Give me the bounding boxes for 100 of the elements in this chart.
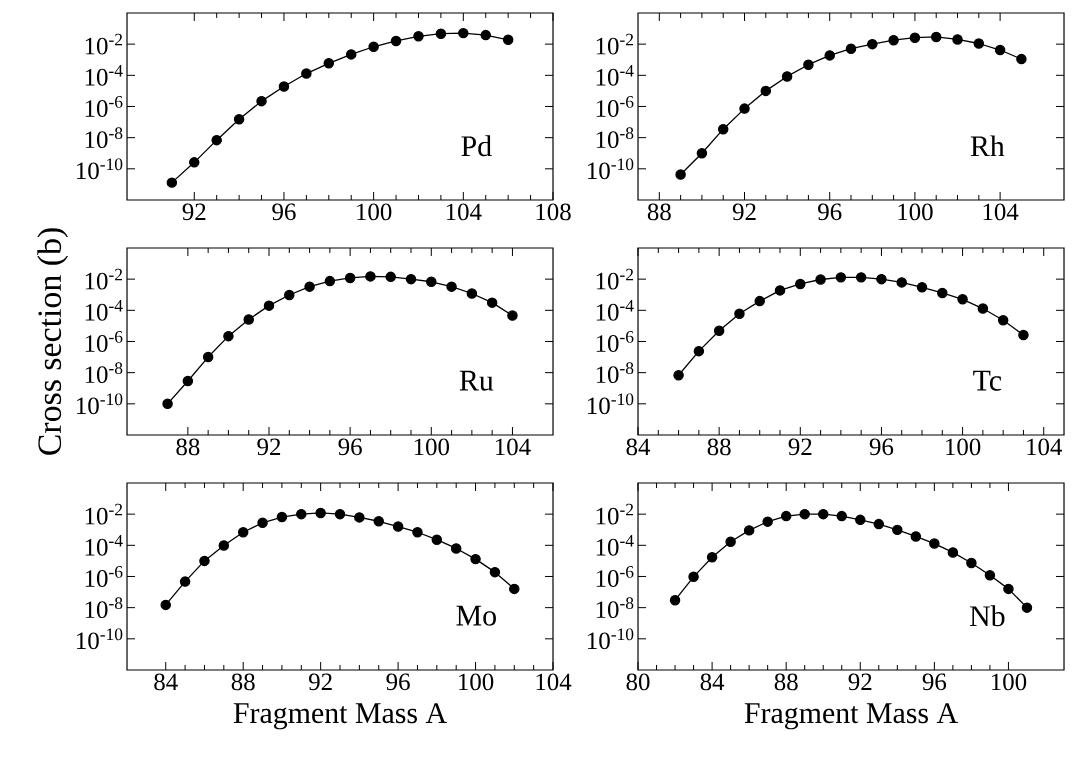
point xyxy=(390,35,402,47)
point xyxy=(817,508,829,520)
point xyxy=(888,34,899,46)
x-tick-label: 104 xyxy=(495,438,531,456)
x-tick-label: 104 xyxy=(1027,438,1063,456)
point xyxy=(1021,602,1033,613)
point xyxy=(284,289,295,301)
point xyxy=(876,273,887,285)
point xyxy=(466,288,478,299)
point xyxy=(470,553,481,565)
point xyxy=(450,543,462,554)
point xyxy=(717,123,729,135)
point xyxy=(1003,583,1014,595)
point xyxy=(966,557,977,569)
y-tick-label: 10$^{-4}$ xyxy=(85,64,123,86)
x-tick-label: 88 xyxy=(774,673,798,691)
point xyxy=(233,114,245,125)
point xyxy=(486,297,498,308)
point xyxy=(855,272,867,283)
y-tick-label: 10$^{-10}$ xyxy=(588,158,634,180)
y-tick-label: 10$^{-8}$ xyxy=(85,362,123,384)
point xyxy=(166,177,178,188)
y-tick-label: 10$^{-10}$ xyxy=(77,393,123,415)
x-axis-title: Fragment Mass A xyxy=(233,703,447,730)
x-tick-label: 88 xyxy=(176,438,200,456)
x-tick-label: 92 xyxy=(182,203,206,221)
x-tick-label: 96 xyxy=(869,438,894,456)
x-axis-title: Fragment Mass A xyxy=(744,703,958,730)
point xyxy=(754,295,765,307)
point xyxy=(202,351,214,363)
point xyxy=(952,34,963,45)
x-tick-label: 92 xyxy=(732,203,756,221)
y-tick-label: 10$^{-2}$ xyxy=(596,268,634,290)
point xyxy=(334,508,346,520)
point xyxy=(930,31,942,43)
x-tick-label: 104 xyxy=(983,203,1019,221)
point xyxy=(774,285,786,296)
y-tick-label: 10$^{-2}$ xyxy=(85,33,123,55)
x-tick-label: 84 xyxy=(700,673,725,691)
point xyxy=(392,521,404,532)
point xyxy=(910,531,922,542)
x-tick-label: 96 xyxy=(922,673,947,691)
point xyxy=(257,517,268,529)
point xyxy=(324,275,336,287)
point xyxy=(189,157,200,168)
point xyxy=(977,303,989,314)
y-tick-label: 10$^{-8}$ xyxy=(85,127,123,149)
point xyxy=(997,315,1009,326)
point xyxy=(725,536,736,547)
point xyxy=(458,27,469,39)
y-tick-label: 10$^{-8}$ xyxy=(596,127,634,149)
y-tick-label: 10$^{-6}$ xyxy=(596,331,634,352)
x-tick-label: 104 xyxy=(446,203,482,221)
point xyxy=(896,277,907,288)
point xyxy=(795,278,806,290)
y-tick-label: 10$^{-6}$ xyxy=(596,96,634,117)
y-tick-label: 10$^{-2}$ xyxy=(596,503,634,525)
y-tick-label: 10$^{-6}$ xyxy=(85,566,123,587)
point xyxy=(323,58,335,69)
point xyxy=(1016,53,1027,65)
y-tick-label: 10$^{-6}$ xyxy=(85,96,123,117)
x-tick-label: 100 xyxy=(946,438,981,456)
x-tick-label: 96 xyxy=(272,203,296,221)
point xyxy=(929,538,940,549)
y-tick-label: 10$^{-4}$ xyxy=(596,64,634,86)
x-tick-label: 100 xyxy=(459,673,494,691)
point xyxy=(835,272,847,283)
point xyxy=(867,38,878,50)
point xyxy=(365,271,376,282)
point xyxy=(669,594,681,606)
point xyxy=(368,41,379,53)
x-tick-label: 96 xyxy=(338,438,362,456)
point xyxy=(296,508,307,520)
x-tick-label: 100 xyxy=(898,203,933,221)
x-tick-label: 96 xyxy=(386,673,410,691)
y-tick-label: 10$^{-2}$ xyxy=(85,268,123,290)
point xyxy=(304,281,315,292)
point xyxy=(673,370,684,381)
point xyxy=(799,508,810,520)
point xyxy=(873,518,885,530)
y-tick-label: 10$^{-2}$ xyxy=(596,33,634,55)
y-tick-label: 10$^{-8}$ xyxy=(596,597,634,619)
x-tick-label: 96 xyxy=(818,203,842,221)
x-tick-label: 100 xyxy=(991,673,1027,691)
y-tick-label: 10$^{-6}$ xyxy=(85,331,123,352)
point xyxy=(243,314,254,325)
x-tick-label: 84 xyxy=(154,673,178,691)
annotation: Rh xyxy=(970,135,1005,157)
x-tick-label: 92 xyxy=(257,438,281,456)
y-tick-label: 10$^{-2}$ xyxy=(85,503,123,525)
point xyxy=(218,540,230,551)
annotation: Nb xyxy=(969,605,1005,627)
y-tick-label: 10$^{-10}$ xyxy=(77,628,123,650)
y-tick-label: 10$^{-4}$ xyxy=(596,534,634,556)
point xyxy=(947,547,959,558)
point xyxy=(815,274,826,285)
x-tick-label: 100 xyxy=(414,438,450,456)
y-axis-title: Cross section (b) xyxy=(37,228,69,455)
point xyxy=(937,287,948,299)
point xyxy=(734,308,745,320)
